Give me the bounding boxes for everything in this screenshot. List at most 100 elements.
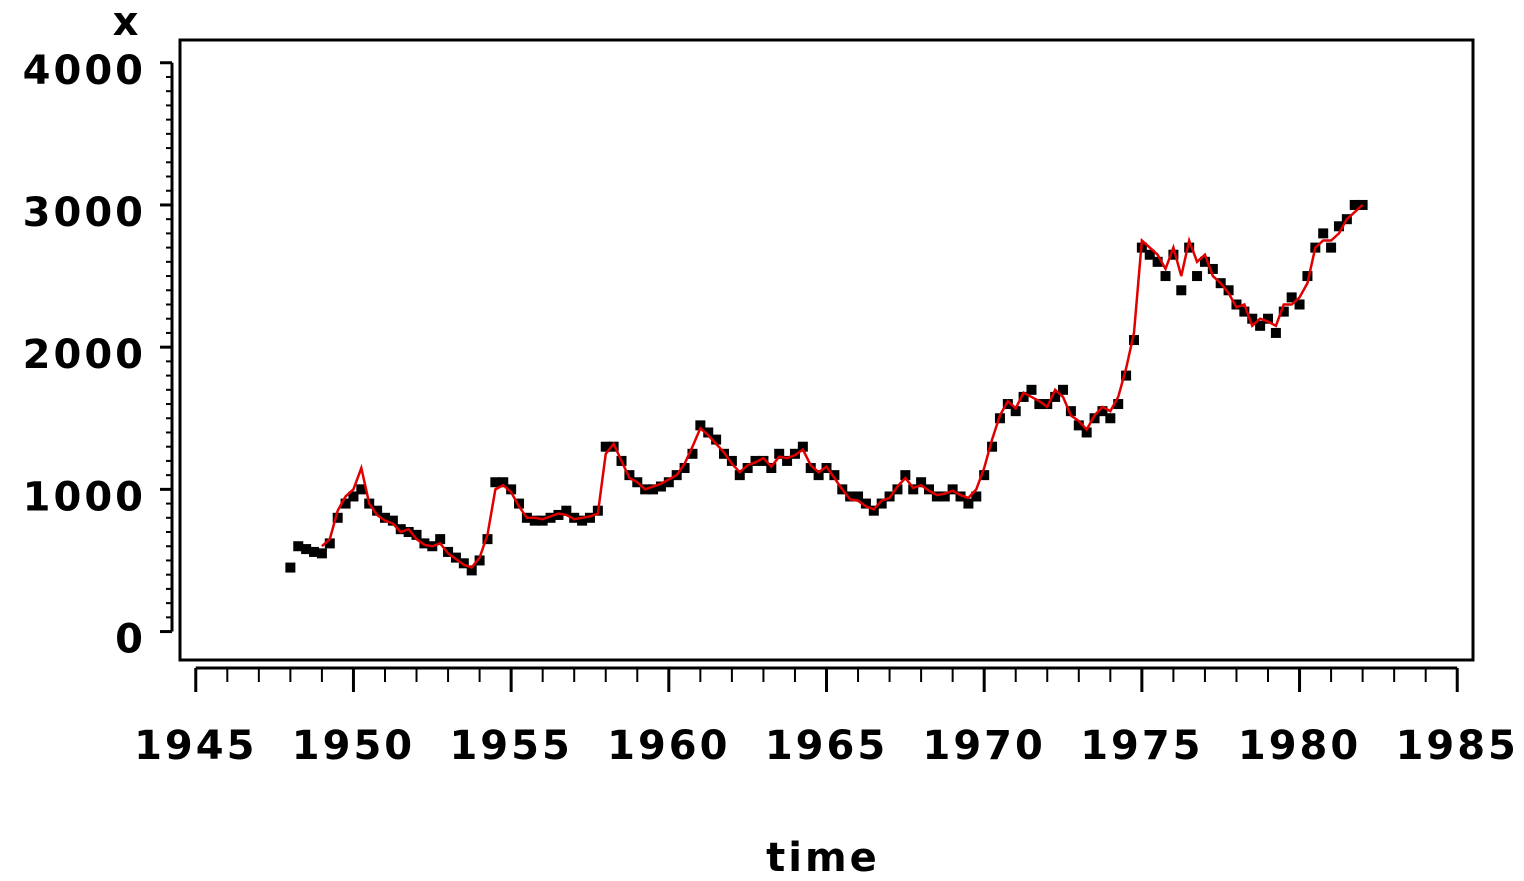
- data-point: [1294, 299, 1305, 310]
- data-point: [514, 498, 525, 509]
- data-point: [1349, 199, 1360, 210]
- data-point: [1081, 427, 1092, 438]
- data-point: [663, 477, 674, 488]
- data-point: [435, 534, 446, 545]
- data-point: [537, 515, 548, 526]
- data-point: [474, 555, 485, 566]
- data-point: [1121, 370, 1132, 381]
- data-point: [687, 448, 698, 459]
- data-point: [726, 455, 737, 466]
- data-point: [1333, 221, 1344, 232]
- data-point: [916, 477, 927, 488]
- data-point: [1239, 306, 1250, 317]
- data-point: [1207, 263, 1218, 274]
- data-point: [403, 527, 414, 538]
- data-point: [600, 441, 611, 452]
- data-point: [1034, 399, 1045, 410]
- y-tick-label: 3000: [23, 190, 146, 236]
- data-point: [561, 505, 572, 516]
- data-point: [900, 470, 911, 481]
- data-point: [758, 455, 769, 466]
- data-point: [1058, 384, 1069, 395]
- data-point: [813, 470, 824, 481]
- data-point: [774, 448, 785, 459]
- x-tick-label: 1980: [1238, 723, 1361, 769]
- data-point: [1128, 335, 1139, 346]
- data-point: [711, 434, 722, 445]
- data-point: [1192, 271, 1203, 282]
- data-point: [892, 484, 903, 495]
- data-point: [1199, 256, 1210, 267]
- data-point: [529, 515, 540, 526]
- data-point: [411, 529, 422, 540]
- data-point: [577, 515, 588, 526]
- data-point: [829, 470, 840, 481]
- data-point: [1326, 242, 1337, 253]
- data-point: [1231, 299, 1242, 310]
- y-tick-label: 2000: [23, 332, 146, 378]
- data-point: [1097, 406, 1108, 417]
- data-point: [845, 491, 856, 502]
- x-tick-label: 1985: [1396, 723, 1519, 769]
- data-point: [679, 463, 690, 474]
- data-point: [395, 524, 406, 535]
- data-point: [1026, 384, 1037, 395]
- data-point: [1176, 285, 1187, 296]
- data-point: [387, 515, 398, 526]
- x-tick-label: 1955: [449, 723, 572, 769]
- x-tick-label: 1965: [765, 723, 888, 769]
- data-point: [301, 544, 312, 555]
- x-tick-label: 1950: [292, 723, 415, 769]
- data-point: [1010, 406, 1021, 417]
- data-point: [379, 512, 390, 523]
- data-point: [584, 512, 595, 523]
- data-point: [372, 505, 383, 516]
- data-point: [332, 512, 343, 523]
- data-point: [569, 512, 580, 523]
- data-point: [356, 484, 367, 495]
- data-point: [1270, 327, 1281, 338]
- data-point: [782, 455, 793, 466]
- data-point: [987, 441, 998, 452]
- data-point: [1255, 320, 1266, 331]
- data-point: [316, 548, 327, 559]
- data-point: [931, 491, 942, 502]
- data-point: [1286, 292, 1297, 303]
- x-tick-label: 1975: [1080, 723, 1203, 769]
- data-point: [506, 484, 517, 495]
- data-point: [750, 455, 761, 466]
- x-axis-label: time: [766, 835, 880, 881]
- data-point: [1160, 271, 1171, 282]
- data-point: [1302, 271, 1313, 282]
- data-point: [340, 498, 351, 509]
- data-point: [648, 484, 659, 495]
- data-point: [955, 491, 966, 502]
- data-point: [482, 534, 493, 545]
- data-point: [876, 498, 887, 509]
- data-point: [1050, 391, 1061, 402]
- data-point: [695, 420, 706, 431]
- data-point: [498, 477, 509, 488]
- data-point: [939, 491, 950, 502]
- data-point: [1184, 242, 1195, 253]
- y-tick-label: 4000: [23, 48, 146, 94]
- data-point: [1247, 313, 1258, 324]
- data-point: [947, 484, 958, 495]
- data-point: [466, 565, 477, 576]
- data-point: [1144, 249, 1155, 260]
- data-point: [742, 463, 753, 474]
- fitted-line: [321, 204, 1364, 570]
- data-point: [1105, 413, 1116, 424]
- y-tick-label: 1000: [23, 474, 146, 520]
- x-tick-label: 1960: [607, 723, 730, 769]
- y-axis-label: x: [113, 0, 142, 45]
- plot-frame: [178, 38, 1475, 662]
- data-point: [853, 491, 864, 502]
- data-point: [1152, 256, 1163, 267]
- data-point: [490, 477, 501, 488]
- data-point: [553, 509, 564, 520]
- data-point: [285, 562, 296, 573]
- data-point: [655, 481, 666, 492]
- data-point: [734, 470, 745, 481]
